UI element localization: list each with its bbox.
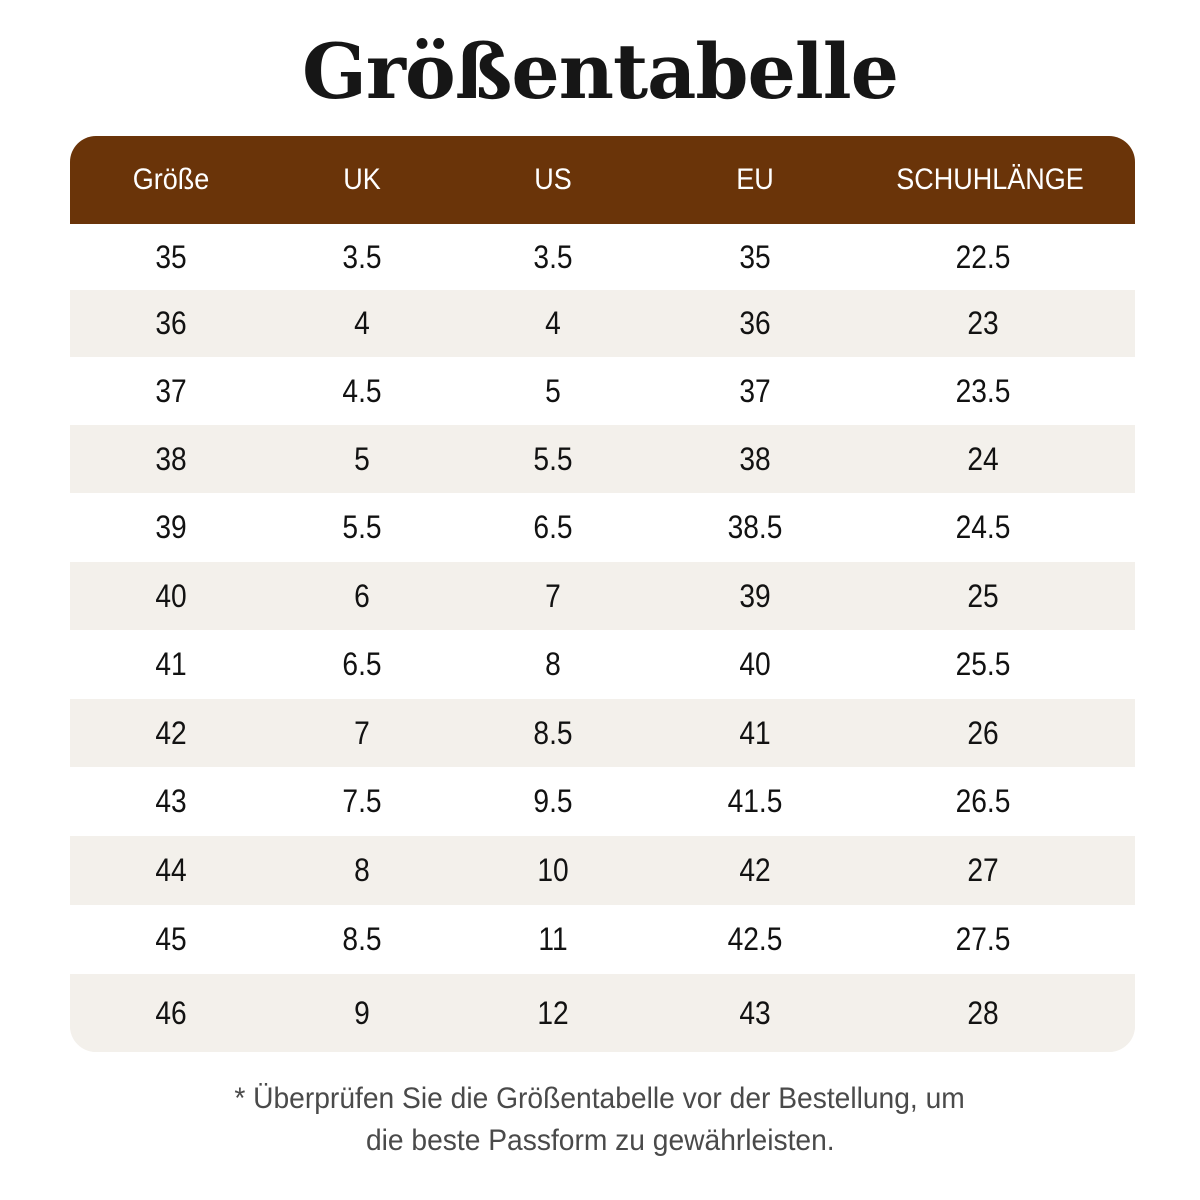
cell-us: 3.5 [533,238,573,275]
cell-us: 7 [545,577,561,614]
cell-eu: 42.5 [727,921,783,957]
table-row: 42 7 8.5 41 26 [70,699,1135,767]
cell-eu: 43 [739,994,771,1031]
cell-size: 37 [155,372,187,409]
cell-uk: 8 [354,852,370,888]
table-row: 46 9 12 43 28 [70,974,1135,1052]
cell-eu: 38 [739,440,771,477]
cell-us: 6.5 [533,509,573,545]
cell-size: 41 [155,646,187,682]
cell-eu: 40 [739,646,771,682]
footnote: * Überprüfen Sie die Größentabelle vor d… [0,1078,1200,1162]
cell-size: 38 [155,440,187,477]
cell-size: 35 [155,238,187,275]
cell-uk: 3.5 [342,238,382,275]
cell-shoe-length: 22.5 [955,238,1011,275]
cell-shoe-length: 27 [967,852,999,888]
cell-uk: 7.5 [342,783,382,819]
table-row: 43 7.5 9.5 41.5 26.5 [70,767,1135,836]
header-eu: EU [736,163,774,196]
cell-eu: 41.5 [727,783,783,819]
cell-uk: 6.5 [342,646,382,682]
cell-uk: 4.5 [342,372,382,409]
cell-us: 12 [537,994,569,1031]
cell-us: 5.5 [533,440,573,477]
cell-shoe-length: 24 [967,440,999,477]
cell-uk: 5 [354,440,370,477]
cell-size: 36 [155,305,187,341]
cell-us: 5 [545,372,561,409]
cell-eu: 37 [739,372,771,409]
cell-us: 9.5 [533,783,573,819]
cell-us: 10 [537,852,569,888]
cell-size: 44 [155,852,187,888]
cell-size: 42 [155,714,187,751]
cell-size: 39 [155,509,187,545]
cell-us: 11 [538,921,568,957]
table-row: 39 5.5 6.5 38.5 24.5 [70,493,1135,562]
cell-uk: 6 [354,577,370,614]
size-chart-table: Größe UK US EU SCHUHLÄNGE 35 3.5 3.5 35 22.5… [70,136,1135,1052]
cell-size: 46 [155,994,187,1031]
cell-shoe-length: 26 [967,714,999,751]
header-us: US [534,163,572,196]
cell-eu: 36 [739,305,771,341]
cell-us: 8.5 [533,714,573,751]
table-row: 36 4 4 36 23 [70,290,1135,357]
cell-us: 4 [545,305,561,341]
table-row: 45 8.5 11 42.5 27.5 [70,905,1135,974]
cell-shoe-length: 24.5 [955,509,1011,545]
cell-uk: 8.5 [342,921,382,957]
header-shoe-length: SCHUHLÄNGE [896,163,1084,196]
cell-uk: 7 [354,714,370,751]
cell-shoe-length: 27.5 [955,921,1011,957]
header-uk: UK [343,163,381,196]
cell-shoe-length: 26.5 [955,783,1011,819]
table-row: 35 3.5 3.5 35 22.5 [70,224,1135,290]
footnote-line-2: die beste Passform zu gewährleisten. [365,1124,835,1157]
cell-size: 45 [155,921,187,957]
cell-uk: 4 [354,305,370,341]
cell-shoe-length: 28 [967,994,999,1031]
table-row: 40 6 7 39 25 [70,562,1135,630]
cell-shoe-length: 25 [967,577,999,614]
cell-size: 40 [155,577,187,614]
cell-eu: 39 [739,577,771,614]
footnote-line-1: * Überprüfen Sie die Größentabelle vor d… [234,1082,966,1115]
cell-size: 43 [155,783,187,819]
cell-us: 8 [545,646,561,682]
cell-eu: 35 [739,238,771,275]
table-row: 37 4.5 5 37 23.5 [70,357,1135,425]
table-row: 44 8 10 42 27 [70,836,1135,905]
table-row: 38 5 5.5 38 24 [70,425,1135,493]
cell-shoe-length: 25.5 [955,646,1011,682]
page-title: Größentabelle [302,27,899,116]
table-header-row: Größe UK US EU SCHUHLÄNGE [70,136,1135,224]
cell-eu: 42 [739,852,771,888]
header-size: Größe [132,163,210,196]
cell-shoe-length: 23.5 [955,372,1011,409]
cell-eu: 38.5 [727,509,783,545]
cell-shoe-length: 23 [967,305,999,341]
cell-eu: 41 [739,714,771,751]
table-row: 41 6.5 8 40 25.5 [70,630,1135,699]
cell-uk: 5.5 [342,509,382,545]
cell-uk: 9 [354,994,370,1031]
